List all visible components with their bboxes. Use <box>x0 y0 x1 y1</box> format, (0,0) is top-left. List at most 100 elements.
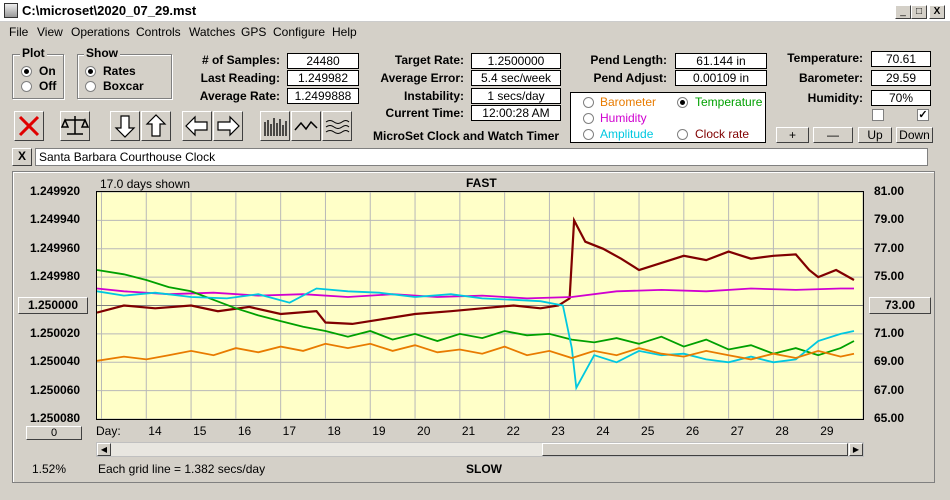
down-button[interactable]: Down <box>896 127 933 143</box>
plus-button[interactable]: + <box>776 127 809 143</box>
amplitude-radio[interactable] <box>583 129 594 140</box>
window-title: C:\microset\2020_07_29.mst <box>22 3 197 18</box>
x-tick-label: 16 <box>237 424 252 438</box>
balance-button[interactable] <box>60 111 90 141</box>
x-tick-label: 28 <box>775 424 789 438</box>
series-barometer <box>96 342 855 362</box>
barometer-field: 29.59 <box>871 70 931 86</box>
left-checkbox[interactable] <box>872 109 884 121</box>
clock-name-input[interactable]: Santa Barbara Courthouse Clock <box>35 148 928 166</box>
zero-button[interactable]: 0 <box>26 426 82 440</box>
scroll-left-arrow-icon[interactable]: ◀ <box>97 443 111 456</box>
rate-chart <box>96 191 864 420</box>
left-tick-label: 1.249920 <box>30 184 81 198</box>
wave-view-button[interactable] <box>291 111 321 141</box>
x-tick-label: 23 <box>551 424 565 438</box>
bars-view-button[interactable] <box>260 111 290 141</box>
average-error-field: 5.4 sec/week <box>471 70 561 86</box>
menu-controls[interactable]: Controls <box>136 25 181 39</box>
scroll-thumb[interactable] <box>542 443 848 456</box>
days-shown-label: 17.0 days shown <box>100 177 191 191</box>
menu-watches[interactable]: Watches <box>189 25 236 39</box>
app-icon[interactable] <box>4 3 18 18</box>
right-tick-label: 65.00 <box>874 411 905 425</box>
horizontal-scrollbar[interactable]: ◀ ▶ <box>96 442 864 457</box>
instability-label: Instability: <box>403 89 464 103</box>
instability-field: 1 secs/day <box>471 88 561 104</box>
right-arrow-button[interactable] <box>213 111 243 141</box>
right-tick-label: 71.00 <box>874 325 905 340</box>
scroll-right-arrow-icon[interactable]: ▶ <box>849 443 863 456</box>
minus-button[interactable]: — <box>813 127 853 143</box>
humidity-radio[interactable] <box>583 113 594 124</box>
show-boxcar-radio[interactable] <box>85 81 96 92</box>
clock-rate-radio[interactable] <box>677 129 688 140</box>
menu-file[interactable]: File <box>9 25 29 39</box>
left-tick-label: 1.250040 <box>30 354 81 369</box>
menu-operations[interactable]: Operations <box>71 25 130 39</box>
down-arrow-button[interactable] <box>110 111 140 141</box>
app-caption: MicroSet Clock and Watch Timer <box>373 129 560 143</box>
current-time-field: 12:00:28 AM <box>471 105 561 121</box>
left-tick-label: 1.250060 <box>30 382 81 397</box>
menu-gps[interactable]: GPS <box>241 25 267 39</box>
menu-bar: File View Operations Controls Watches GP… <box>0 22 950 42</box>
right-ref-button[interactable]: 73.00 <box>869 297 931 314</box>
stop-x-icon <box>18 115 40 137</box>
x-tick-label: 24 <box>596 424 610 438</box>
title-bar: C:\microset\2020_07_29.mst _ □ X <box>0 0 950 22</box>
menu-configure[interactable]: Configure <box>273 25 326 39</box>
stop-button[interactable] <box>14 111 44 141</box>
up-arrow-button[interactable] <box>141 111 171 141</box>
plot-on-radio[interactable] <box>21 66 32 77</box>
wave-icon <box>294 120 318 131</box>
show-rates-radio[interactable] <box>85 66 96 77</box>
minimize-button[interactable]: _ <box>895 5 911 19</box>
left-tick-label: 1.249960 <box>30 240 81 255</box>
humidity-option-label: Humidity <box>600 111 647 125</box>
menu-help[interactable]: Help <box>332 25 357 39</box>
right-tick-label: 77.00 <box>874 240 905 255</box>
maximize-button[interactable]: □ <box>911 5 927 19</box>
barometer-radio[interactable] <box>583 97 594 108</box>
right-checkbox[interactable]: ✓ <box>917 109 929 121</box>
percent-label: 1.52% <box>32 462 67 476</box>
multi-wave-button[interactable] <box>322 111 352 141</box>
menu-view[interactable]: View <box>37 25 63 39</box>
x-tick-label: 14 <box>148 424 162 438</box>
right-tick-label: 79.00 <box>874 212 905 227</box>
series-clock-rate <box>96 216 855 326</box>
left-ref-button[interactable]: 1.250000 <box>18 297 88 314</box>
average-error-label: Average Error: <box>380 71 464 85</box>
left-tick-label: 1.249980 <box>30 269 81 284</box>
left-tick-label: 1.250080 <box>30 411 81 425</box>
right-tick-label: 75.00 <box>874 269 905 284</box>
x-tick-label: 19 <box>372 424 386 438</box>
current-time-label: Current Time: <box>385 106 464 120</box>
multi-wave-icon <box>325 120 350 134</box>
show-rates-label: Rates <box>103 64 136 78</box>
plot-area <box>96 191 864 420</box>
pend-adjust-label: Pend Adjust: <box>593 71 667 85</box>
last-reading-field: 1.249982 <box>287 70 359 86</box>
left-tick-label: 1.250020 <box>30 325 81 340</box>
arrow-left-icon <box>185 115 208 137</box>
right-tick-label: 69.00 <box>874 354 905 369</box>
balance-scale-icon <box>60 116 90 135</box>
series-temperature <box>96 269 855 357</box>
clear-button[interactable]: X <box>12 148 32 166</box>
fast-label: FAST <box>466 176 497 190</box>
pend-adjust-field: 0.00109 in <box>675 70 767 86</box>
chart-panel <box>12 171 935 483</box>
barometer-label: Barometer: <box>798 71 863 85</box>
close-button[interactable]: X <box>929 5 945 19</box>
left-arrow-button[interactable] <box>182 111 212 141</box>
plot-group-title: Plot <box>20 46 47 60</box>
left-tick-label: 1.249940 <box>30 212 81 227</box>
samples-label: # of Samples: <box>201 53 280 67</box>
plot-off-radio[interactable] <box>21 81 32 92</box>
temperature-radio[interactable] <box>677 97 688 108</box>
x-tick-label: 27 <box>730 424 744 438</box>
samples-field: 24480 <box>287 53 359 69</box>
up-button[interactable]: Up <box>858 127 892 143</box>
